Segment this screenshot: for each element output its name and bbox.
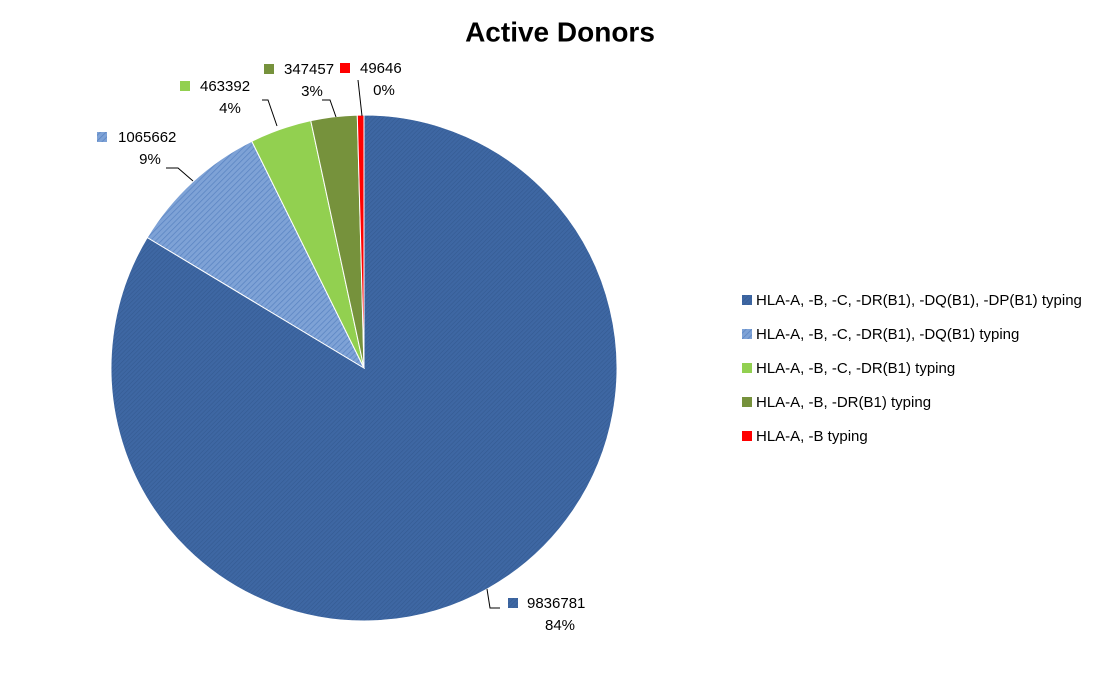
percent-label: 3%: [301, 83, 323, 100]
percent-label: 9%: [139, 151, 161, 168]
leader-line: [357, 79, 363, 117]
legend-swatch: [742, 363, 752, 373]
legend-swatch: [742, 329, 752, 339]
leader-line: [486, 588, 500, 609]
legend-label: HLA-A, -B, -C, -DR(B1), -DQ(B1), -DP(B1)…: [756, 292, 1082, 309]
data-label: 49646: [360, 60, 402, 77]
percent-label: 0%: [373, 82, 395, 99]
data-label: 9836781: [527, 595, 585, 612]
chart-title: Active Donors: [465, 16, 655, 47]
pie-slice: [356, 114, 365, 369]
percent-label: 4%: [219, 100, 241, 117]
percent-label: 84%: [545, 617, 575, 634]
leader-line: [166, 167, 194, 182]
label-marker: [264, 64, 274, 74]
label-marker: [340, 63, 350, 73]
label-marker: [180, 81, 190, 91]
legend-label: HLA-A, -B typing: [756, 428, 868, 445]
pie-slice: [146, 140, 366, 370]
legend-swatch: [742, 431, 752, 441]
label-marker: [508, 598, 518, 608]
legend-label: HLA-A, -B, -C, -DR(B1) typing: [756, 360, 955, 377]
legend-label: HLA-A, -B, -C, -DR(B1), -DQ(B1) typing: [756, 326, 1019, 343]
label-marker: [97, 132, 107, 142]
data-label: 1065662: [118, 129, 176, 146]
legend-label: HLA-A, -B, -DR(B1) typing: [756, 394, 931, 411]
leader-line: [322, 99, 337, 118]
data-label: 347457: [284, 61, 334, 78]
leader-line: [262, 99, 278, 127]
data-label: 463392: [200, 78, 250, 95]
legend-swatch: [742, 397, 752, 407]
legend-swatch: [742, 295, 752, 305]
